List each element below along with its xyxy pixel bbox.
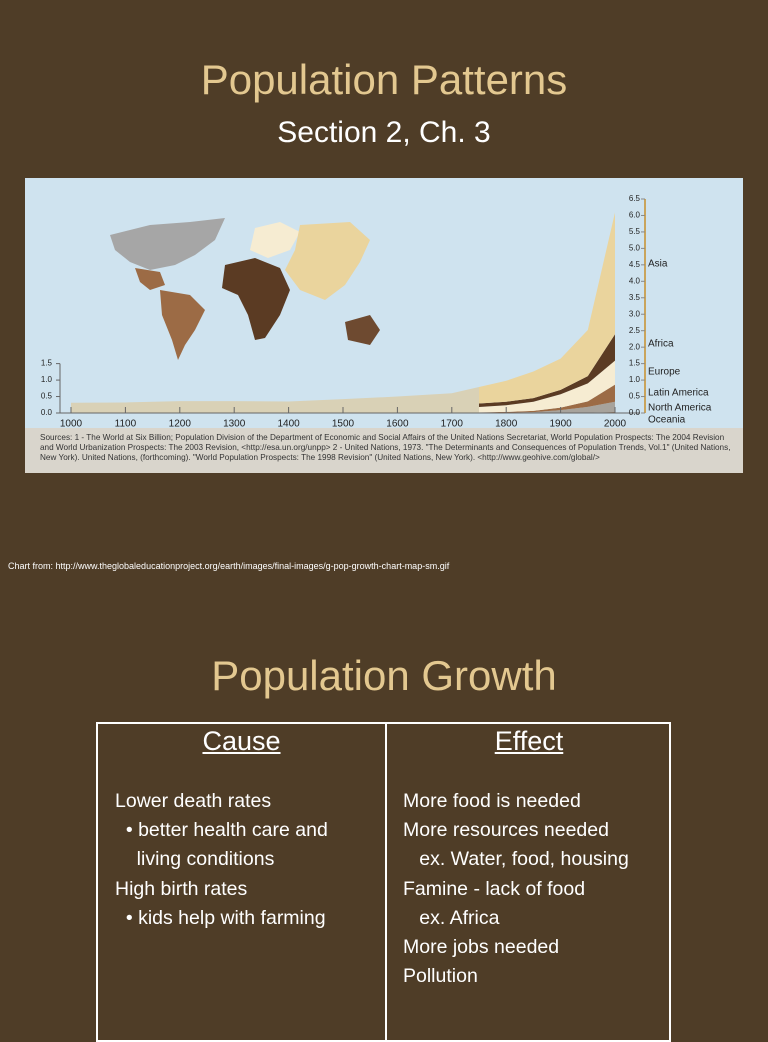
cause-item: • kids help with farming: [115, 906, 326, 929]
map-europe: [250, 222, 300, 258]
left-tick-label: 0.0: [41, 408, 53, 417]
cause-column: Cause Lower death rates • better health …: [98, 724, 387, 1040]
map-north-america: [110, 218, 225, 270]
x-tick-label: 1000: [60, 419, 83, 430]
x-tick-label: 1900: [549, 419, 572, 430]
y-tick-label: 1.0: [629, 375, 641, 384]
y-tick-label: 0.0: [629, 408, 641, 417]
effect-item: More resources needed: [403, 819, 609, 842]
effect-item: Famine - lack of food: [403, 877, 586, 900]
cause-effect-table: Cause Lower death rates • better health …: [96, 722, 671, 1042]
x-tick-label: 1100: [115, 419, 137, 430]
left-tick-label: 1.5: [41, 359, 53, 368]
map-asia: [285, 222, 370, 300]
x-tick-label: 1600: [386, 419, 409, 430]
left-tick-label: 1.0: [41, 375, 53, 384]
effect-item: More food is needed: [403, 790, 581, 812]
y-tick-label: 4.0: [629, 276, 641, 285]
region-area: [479, 401, 615, 413]
legend-label: Asia: [648, 259, 668, 270]
y-tick-label: 4.5: [629, 260, 641, 269]
sources-background: [25, 428, 743, 473]
cause-item: Lower death rates: [115, 790, 272, 812]
map-africa: [222, 258, 290, 340]
column-header: Effect: [494, 726, 564, 756]
map-south-america: [160, 290, 205, 360]
cause-item: living conditions: [115, 848, 275, 871]
y-tick-label: 2.5: [629, 326, 641, 335]
effect-item: ex. Africa: [403, 906, 500, 929]
effect-item: Pollution: [403, 965, 478, 988]
legend-label: Europe: [648, 367, 681, 378]
y-tick-label: 3.5: [629, 293, 641, 302]
early-area: [71, 386, 479, 413]
cause-item: High birth rates: [115, 877, 248, 900]
left-tick-label: 0.5: [41, 392, 53, 401]
legend-label: Oceania: [648, 415, 686, 426]
legend-label: Latin America: [648, 388, 709, 399]
y-tick-label: 6.5: [629, 194, 641, 203]
x-tick-label: 1800: [495, 419, 518, 430]
x-tick-label: 1400: [277, 419, 300, 430]
y-tick-label: 3.0: [629, 309, 641, 318]
slide-title: Population Growth: [211, 652, 557, 699]
effect-item: More jobs needed: [403, 936, 560, 959]
y-tick-label: 5.0: [629, 243, 641, 252]
region-area: [479, 360, 615, 413]
y-tick-label: 6.0: [629, 211, 641, 220]
y-tick-label: 1.5: [629, 359, 641, 368]
x-tick-label: 1300: [223, 419, 246, 430]
y-tick-label: 0.5: [629, 392, 641, 401]
column-header: Cause: [202, 726, 281, 756]
y-tick-label: 5.5: [629, 227, 641, 236]
effect-list: More food is needed More resources needed…: [403, 787, 671, 991]
slide-title: Population Patterns: [200, 56, 568, 103]
cause-list: Lower death rates • better health care a…: [115, 787, 385, 933]
legend-label: Africa: [648, 339, 674, 350]
effect-column: Effect More food is needed More resources…: [387, 724, 671, 1040]
map-oceania: [345, 315, 380, 345]
chart-credit: Chart from: http://www.theglobaleducatio…: [8, 561, 450, 571]
y-tick-label: 2.0: [629, 342, 641, 351]
map-central-america: [135, 268, 165, 290]
region-area: [479, 384, 615, 413]
cause-item: • better health care and: [115, 819, 328, 842]
world-map: [110, 218, 380, 360]
legend-label: North America: [648, 403, 712, 414]
x-tick-label: 2000: [604, 419, 627, 430]
x-tick-label: 1700: [441, 419, 464, 430]
x-tick-label: 1200: [169, 419, 192, 430]
x-tick-label: 1500: [332, 419, 355, 430]
slide-subtitle: Section 2, Ch. 3: [277, 116, 491, 149]
chart-sources: Sources: 1 - The World at Six Billion; P…: [40, 433, 731, 462]
region-area: [479, 212, 615, 404]
effect-item: ex. Water, food, housing: [403, 848, 629, 871]
